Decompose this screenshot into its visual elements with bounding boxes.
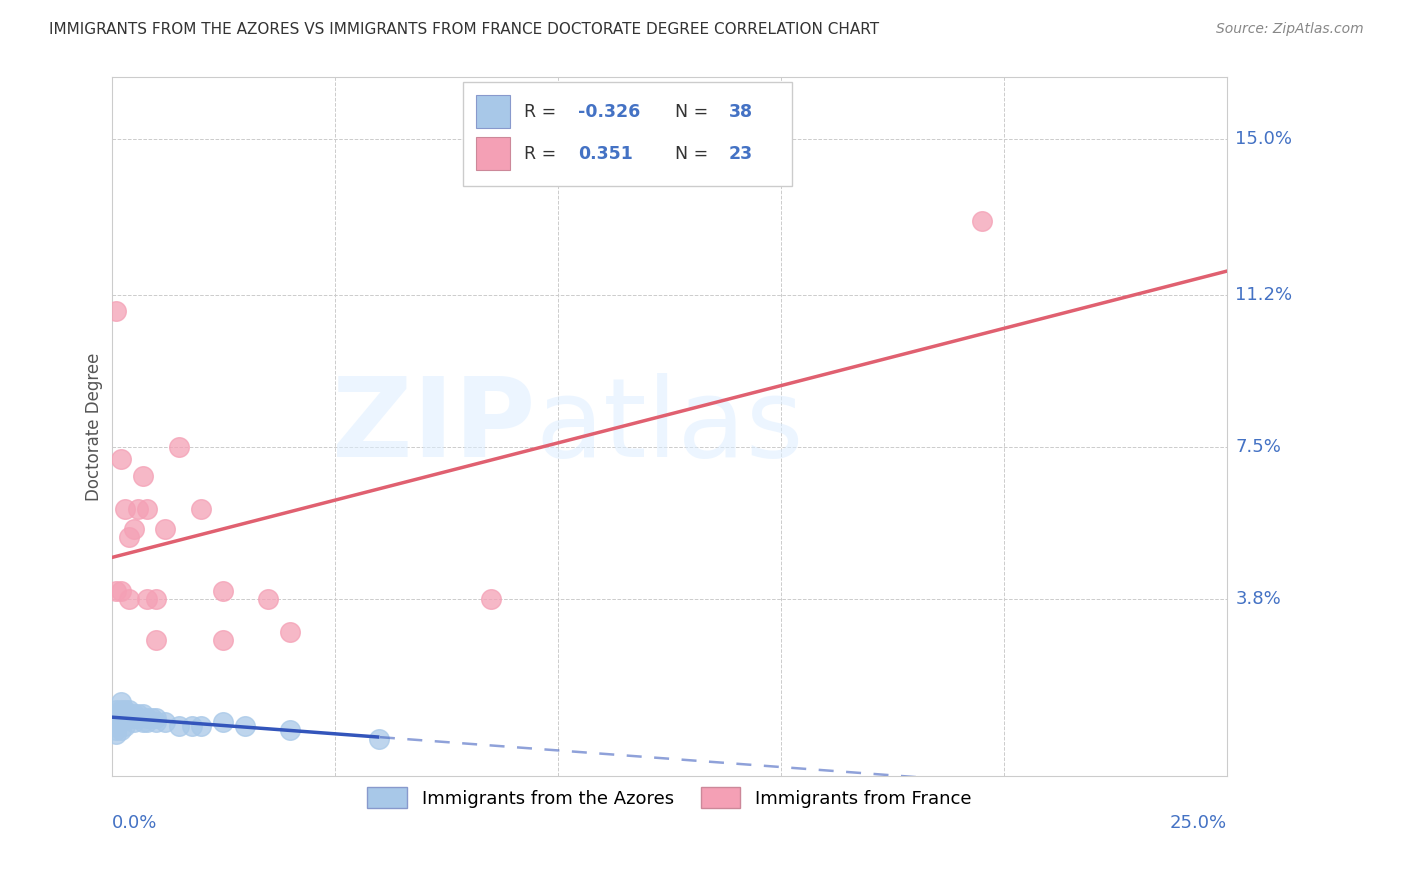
Immigrants from the Azores xyxy=(105,715,128,730)
FancyBboxPatch shape xyxy=(463,82,792,186)
Immigrants from France xyxy=(153,522,176,536)
Immigrants from the Azores xyxy=(105,727,128,741)
Text: R =: R = xyxy=(524,103,557,120)
Immigrants from the Azores xyxy=(110,695,132,709)
Text: 15.0%: 15.0% xyxy=(1236,130,1292,148)
Immigrants from the Azores xyxy=(105,711,128,725)
Immigrants from the Azores xyxy=(110,706,132,721)
Text: 11.2%: 11.2% xyxy=(1236,286,1292,304)
Immigrants from France xyxy=(212,632,235,647)
Immigrants from the Azores xyxy=(127,706,149,721)
Immigrants from France xyxy=(118,591,141,606)
Immigrants from the Azores xyxy=(136,715,159,730)
Immigrants from the Azores xyxy=(141,711,163,725)
Immigrants from France xyxy=(118,530,141,544)
Immigrants from France xyxy=(212,583,235,598)
Immigrants from the Azores xyxy=(114,711,136,725)
Immigrants from the Azores xyxy=(122,706,145,721)
Text: N =: N = xyxy=(675,103,709,120)
Immigrants from the Azores xyxy=(118,703,141,717)
Text: 38: 38 xyxy=(728,103,752,120)
Immigrants from the Azores xyxy=(181,719,204,733)
Legend: Immigrants from the Azores, Immigrants from France: Immigrants from the Azores, Immigrants f… xyxy=(360,780,979,815)
Text: 0.0%: 0.0% xyxy=(111,814,157,832)
Text: 3.8%: 3.8% xyxy=(1236,590,1281,608)
Immigrants from France xyxy=(136,501,159,516)
Immigrants from France xyxy=(167,440,190,454)
Immigrants from France xyxy=(110,583,132,598)
Immigrants from the Azores xyxy=(110,703,132,717)
Immigrants from the Azores xyxy=(167,719,190,733)
Immigrants from the Azores xyxy=(368,731,391,746)
Immigrants from the Azores xyxy=(153,715,176,730)
Immigrants from the Azores xyxy=(118,711,141,725)
Immigrants from the Azores xyxy=(122,711,145,725)
Immigrants from France xyxy=(278,624,301,639)
Immigrants from France xyxy=(132,468,155,483)
Immigrants from the Azores xyxy=(110,715,132,730)
Immigrants from the Azores xyxy=(105,723,128,738)
Immigrants from the Azores xyxy=(212,715,235,730)
Bar xyxy=(477,95,510,128)
Immigrants from the Azores xyxy=(132,706,155,721)
Text: 7.5%: 7.5% xyxy=(1236,438,1281,456)
Text: 25.0%: 25.0% xyxy=(1170,814,1227,832)
Immigrants from the Azores xyxy=(105,703,128,717)
Immigrants from France xyxy=(105,583,128,598)
Text: 0.351: 0.351 xyxy=(578,145,633,162)
Immigrants from France xyxy=(105,304,128,318)
Immigrants from the Azores xyxy=(235,719,257,733)
Immigrants from the Azores xyxy=(132,715,155,730)
Immigrants from France xyxy=(479,591,502,606)
Text: atlas: atlas xyxy=(536,373,804,480)
Immigrants from France xyxy=(122,522,145,536)
Immigrants from the Azores xyxy=(145,711,167,725)
Immigrants from the Azores xyxy=(136,711,159,725)
Text: -0.326: -0.326 xyxy=(578,103,640,120)
Immigrants from the Azores xyxy=(110,723,132,738)
Text: ZIP: ZIP xyxy=(332,373,536,480)
Text: IMMIGRANTS FROM THE AZORES VS IMMIGRANTS FROM FRANCE DOCTORATE DEGREE CORRELATIO: IMMIGRANTS FROM THE AZORES VS IMMIGRANTS… xyxy=(49,22,879,37)
Immigrants from France xyxy=(110,452,132,467)
Immigrants from the Azores xyxy=(105,719,128,733)
Immigrants from the Azores xyxy=(127,711,149,725)
Immigrants from France xyxy=(145,591,167,606)
Text: Source: ZipAtlas.com: Source: ZipAtlas.com xyxy=(1216,22,1364,37)
Immigrants from the Azores xyxy=(114,706,136,721)
Immigrants from France xyxy=(190,501,212,516)
Bar xyxy=(477,136,510,170)
Immigrants from France xyxy=(127,501,149,516)
Immigrants from the Azores xyxy=(114,719,136,733)
Text: N =: N = xyxy=(675,145,709,162)
Immigrants from France xyxy=(136,591,159,606)
Immigrants from the Azores xyxy=(190,719,212,733)
Text: 23: 23 xyxy=(728,145,752,162)
Immigrants from France xyxy=(114,501,136,516)
Y-axis label: Doctorate Degree: Doctorate Degree xyxy=(86,352,103,500)
Immigrants from the Azores xyxy=(114,703,136,717)
Immigrants from France xyxy=(256,591,278,606)
Immigrants from France xyxy=(145,632,167,647)
Immigrants from France xyxy=(970,214,993,228)
Immigrants from the Azores xyxy=(145,715,167,730)
Text: R =: R = xyxy=(524,145,557,162)
Immigrants from the Azores xyxy=(278,723,301,738)
Immigrants from the Azores xyxy=(118,706,141,721)
Immigrants from the Azores xyxy=(122,715,145,730)
